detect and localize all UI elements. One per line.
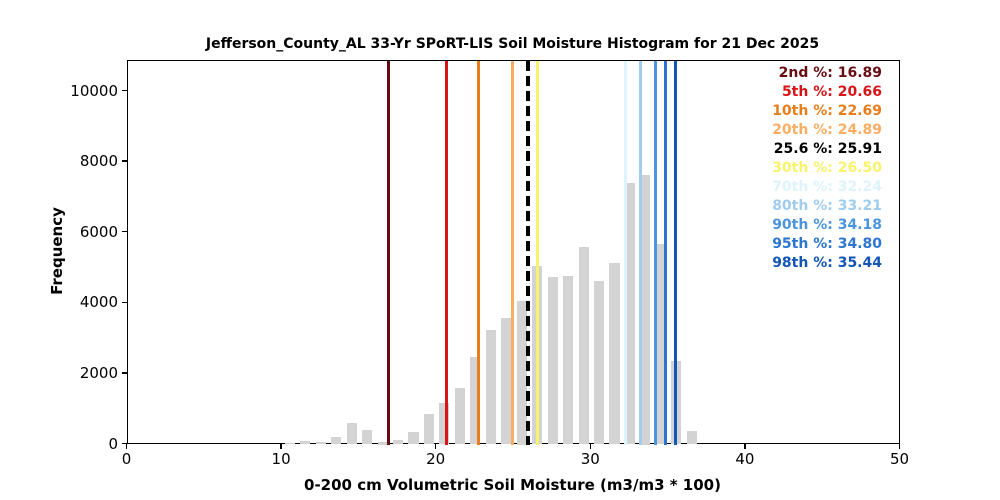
- percentile-line-90th: [654, 60, 658, 445]
- x-tick-mark: [589, 443, 592, 449]
- histogram-bar: [454, 388, 465, 445]
- legend-entry-95th-percentile: 95th %: 34.80: [772, 236, 882, 252]
- legend-entry-25.6-percentile: 25.6 %: 25.91: [773, 141, 882, 157]
- x-tick-label: 0: [121, 450, 132, 468]
- histogram-bar: [346, 423, 357, 445]
- chart-title: Jefferson_County_AL 33-Yr SPoRT-LIS Soil…: [205, 36, 820, 52]
- histogram-bar: [640, 174, 651, 445]
- histogram-bar: [377, 441, 388, 445]
- legend-entry-2nd-percentile: 2nd %: 16.89: [778, 65, 882, 81]
- y-tick-label: 0: [108, 434, 118, 453]
- x-axis-label: 0-200 cm Volumetric Soil Moisture (m3/m3…: [304, 476, 721, 494]
- x-tick-label: 50: [889, 450, 910, 468]
- x-tick-label: 30: [580, 450, 600, 468]
- histogram-bar: [300, 441, 311, 445]
- x-tick-mark: [898, 443, 901, 449]
- histogram-bar: [624, 183, 635, 445]
- y-tick-mark: [121, 230, 127, 233]
- percentile-line-70th: [624, 60, 628, 445]
- x-tick-mark: [280, 443, 282, 449]
- y-axis-label: Frequency: [48, 207, 66, 295]
- histogram-bar: [362, 430, 373, 445]
- y-tick-label: 10000: [70, 81, 118, 100]
- percentile-line-80th: [639, 60, 643, 445]
- x-tick-mark: [434, 443, 437, 449]
- histogram-bar: [516, 300, 527, 445]
- legend-entry-30th-percentile: 30th %: 26.50: [772, 160, 882, 176]
- x-tick-label: 40: [735, 450, 755, 468]
- histogram-bar: [563, 276, 574, 445]
- percentile-line-20th: [510, 60, 514, 445]
- percentile-line-98th: [673, 60, 677, 445]
- legend-entry-10th-percentile: 10th %: 22.69: [772, 103, 882, 119]
- histogram-bar: [547, 276, 558, 445]
- y-tick-label: 2000: [79, 363, 118, 382]
- y-tick-mark: [121, 301, 127, 304]
- x-tick-mark: [125, 443, 128, 449]
- y-tick-mark: [121, 442, 127, 445]
- legend-entry-90th-percentile: 90th %: 34.18: [772, 217, 882, 233]
- percentile-line-5th: [445, 60, 449, 445]
- legend-entry-80th-percentile: 80th %: 33.21: [772, 198, 882, 214]
- x-tick-label: 20: [426, 450, 446, 468]
- legend-entry-5th-percentile: 5th %: 20.66: [781, 84, 882, 100]
- histogram-bar: [423, 414, 434, 445]
- y-tick-mark: [121, 89, 127, 92]
- histogram-bar: [686, 431, 697, 445]
- y-tick-label: 6000: [79, 222, 118, 241]
- histogram-bar: [315, 441, 326, 445]
- y-tick-mark: [121, 160, 127, 162]
- histogram-bar: [655, 243, 666, 445]
- percentile-line-10th: [476, 60, 480, 445]
- x-tick-mark: [744, 443, 746, 449]
- y-tick-label: 8000: [79, 152, 118, 171]
- histogram-bar: [578, 246, 589, 445]
- histogram-bar: [470, 356, 481, 445]
- histogram-bar: [439, 402, 450, 445]
- plot-area: [126, 59, 900, 445]
- y-tick-mark: [121, 372, 127, 374]
- histogram-bar: [485, 330, 496, 445]
- histogram-bar: [408, 432, 419, 445]
- x-tick-label: 10: [271, 450, 291, 468]
- histogram-bar: [331, 436, 342, 445]
- histogram-bar: [393, 439, 404, 445]
- legend-entry-70th-percentile: 70th %: 32.24: [772, 179, 882, 195]
- histogram-bar: [501, 317, 512, 445]
- histogram-bar: [609, 262, 620, 445]
- percentile-line-30th: [535, 60, 539, 445]
- percentile-legend: 2nd %: 16.89 5th %: 20.66 10th %: 22.69 20t…: [772, 64, 882, 273]
- legend-entry-20th-percentile: 20th %: 24.89: [772, 122, 882, 138]
- legend-entry-98th-percentile: 98th %: 35.44: [772, 255, 882, 271]
- percentile-line-95th: [664, 60, 667, 445]
- histogram-bar: [594, 281, 605, 445]
- percentile-line-2nd: [387, 60, 391, 445]
- histogram-bar: [284, 442, 295, 445]
- y-tick-label: 4000: [79, 293, 118, 312]
- percentile-line-25.6: [526, 60, 531, 445]
